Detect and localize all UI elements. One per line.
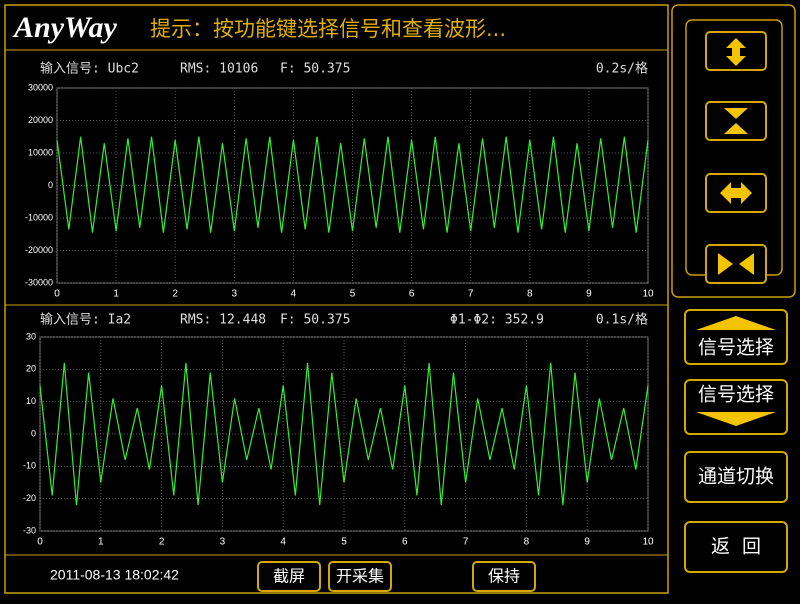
y-tick-label: -30000 <box>25 277 53 287</box>
zoom-x-out[interactable] <box>705 244 767 284</box>
button-label[interactable]: 开采集 <box>336 567 384 586</box>
annotation: 0.1s/格 <box>596 312 648 328</box>
annotation: RMS: 12.448 <box>180 313 266 328</box>
x-tick-label: 6 <box>402 537 408 548</box>
annotation: 0.2s/格 <box>596 61 648 77</box>
x-tick-label: 5 <box>341 537 347 548</box>
x-tick-label: 4 <box>280 537 286 548</box>
y-tick-label: -10 <box>23 461 36 471</box>
x-tick-label: 5 <box>350 289 356 300</box>
y-tick-label: 20 <box>26 364 36 374</box>
chart-title: 输入信号: Ubc2 <box>40 61 139 77</box>
button[interactable] <box>684 309 788 365</box>
button-label[interactable]: 通道切换 <box>698 466 774 488</box>
button[interactable] <box>328 561 392 592</box>
button-label[interactable]: 信号选择 <box>698 337 774 359</box>
x-tick-label: 8 <box>527 289 533 300</box>
waveform <box>39 362 649 506</box>
button[interactable] <box>684 451 788 503</box>
icon <box>720 182 752 204</box>
button-label[interactable]: 返 回 <box>711 536 761 558</box>
header-title: 提示：按功能键选择信号和查看波形... <box>150 17 506 41</box>
button[interactable] <box>472 561 536 592</box>
y-tick-label: -30 <box>23 525 36 535</box>
y-tick-label: 0 <box>48 180 53 190</box>
waveform <box>56 136 649 233</box>
button-label[interactable]: 保持 <box>488 567 520 586</box>
icon <box>696 412 776 426</box>
icon <box>739 253 754 275</box>
x-tick-label: 4 <box>291 289 297 300</box>
x-tick-label: 10 <box>642 289 654 300</box>
y-tick-label: 10 <box>26 396 36 406</box>
y-tick-label: 30 <box>26 331 36 341</box>
x-tick-label: 3 <box>220 537 226 548</box>
x-tick-label: 9 <box>586 289 592 300</box>
button[interactable] <box>257 561 321 592</box>
x-tick-label: 0 <box>37 537 43 548</box>
annotation: F: 50.375 <box>280 313 350 328</box>
icon <box>726 38 746 66</box>
chart-title: 输入信号: Ia2 <box>40 312 131 328</box>
x-tick-label: 2 <box>159 537 165 548</box>
button-label[interactable]: 截屏 <box>273 567 305 586</box>
x-tick-label: 1 <box>113 289 119 300</box>
logo: AnyWay <box>12 11 117 44</box>
icon <box>724 123 748 134</box>
icon <box>718 253 733 275</box>
x-tick-label: 3 <box>232 289 238 300</box>
y-tick-label: 30000 <box>28 82 53 92</box>
icon <box>696 316 776 330</box>
main-frame <box>4 4 669 594</box>
x-tick-label: 6 <box>409 289 415 300</box>
y-tick-label: 20000 <box>28 115 53 125</box>
x-tick-label: 8 <box>524 537 530 548</box>
y-tick-label: -20 <box>23 493 36 503</box>
button[interactable] <box>684 379 788 435</box>
x-tick-label: 9 <box>584 537 590 548</box>
x-tick-label: 10 <box>642 537 654 548</box>
annotation: F: 50.375 <box>280 62 350 77</box>
y-tick-label: -10000 <box>25 212 53 222</box>
zoom-y-out[interactable] <box>705 101 767 141</box>
button[interactable] <box>684 521 788 573</box>
x-tick-label: 7 <box>468 289 474 300</box>
annotation: RMS: 10106 <box>180 62 258 77</box>
x-tick-label: 1 <box>98 537 104 548</box>
x-tick-label: 2 <box>172 289 178 300</box>
y-tick-label: -20000 <box>25 245 53 255</box>
icon <box>724 108 748 119</box>
x-tick-label: 7 <box>463 537 469 548</box>
annotation: Φ1-Φ2: 352.9 <box>450 313 544 328</box>
y-tick-label: 0 <box>31 428 36 438</box>
y-tick-label: 10000 <box>28 147 53 157</box>
side-panel <box>671 4 796 298</box>
x-tick-label: 0 <box>54 289 60 300</box>
timestamp: 2011-08-13 18:02:42 <box>50 567 179 583</box>
button-label[interactable]: 信号选择 <box>698 384 774 406</box>
